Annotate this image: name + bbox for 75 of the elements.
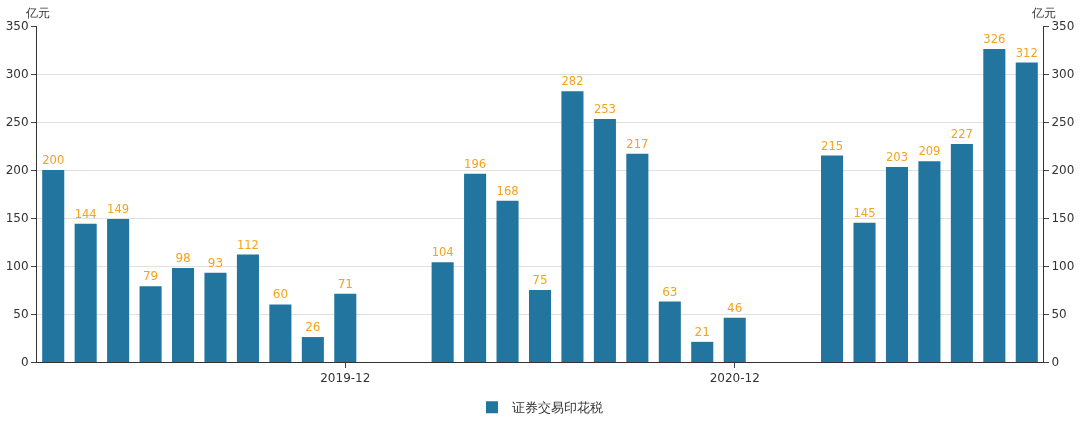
data-label: 227 (950, 127, 973, 142)
data-label: 196 (464, 156, 487, 171)
data-label: 168 (496, 183, 519, 198)
data-label: 144 (74, 206, 97, 221)
data-label: 63 (662, 284, 678, 299)
data-label: 209 (918, 144, 941, 159)
data-label: 46 (727, 300, 743, 315)
y2-tick-label: 0 (1051, 355, 1060, 370)
bar (983, 49, 1006, 362)
data-label: 21 (694, 324, 710, 339)
bar (593, 119, 616, 362)
data-label: 215 (821, 138, 844, 153)
data-label: 60 (272, 287, 289, 302)
y2-tick-label: 250 (1051, 115, 1075, 130)
bar (821, 155, 844, 362)
data-label: 282 (561, 74, 584, 89)
data-label: 149 (107, 202, 130, 217)
legend-label: 证券交易印花税 (512, 400, 603, 416)
data-label: 93 (207, 255, 224, 270)
bar (74, 223, 97, 362)
y-tick-label: 200 (5, 163, 29, 178)
y2-axis-title: 亿元 (1031, 6, 1056, 20)
y-tick-label: 50 (13, 307, 29, 322)
bar (658, 301, 681, 362)
y-axis-title: 亿元 (25, 6, 50, 20)
data-label: 217 (626, 136, 649, 151)
bar (950, 144, 973, 362)
bar (691, 341, 714, 362)
bar (561, 91, 584, 362)
bar (853, 222, 876, 362)
bar (431, 262, 454, 362)
bar (496, 200, 519, 362)
y-tick-label: 150 (5, 211, 29, 226)
bar (172, 267, 195, 362)
y-tick-label: 300 (5, 67, 29, 82)
bar (723, 317, 746, 362)
bar (1015, 62, 1038, 362)
bar (334, 293, 357, 362)
y2-tick-label: 300 (1051, 67, 1075, 82)
y-tick-label: 350 (5, 19, 29, 34)
bar (204, 272, 227, 362)
bar (626, 153, 649, 362)
bar (269, 304, 292, 362)
bar (885, 167, 908, 362)
y-tick-label: 100 (5, 259, 29, 274)
data-label: 326 (983, 32, 1006, 47)
bar (918, 161, 941, 362)
y2-tick-label: 150 (1051, 211, 1075, 226)
y-tick-label: 0 (20, 355, 29, 370)
bar (528, 290, 552, 362)
data-label: 26 (305, 320, 321, 335)
bar (464, 173, 487, 362)
data-label: 98 (175, 250, 191, 265)
data-label: 200 (42, 153, 65, 168)
data-label: 104 (431, 245, 454, 260)
bar (139, 286, 162, 362)
y2-tick-label: 200 (1051, 163, 1075, 178)
data-label: 112 (236, 237, 259, 252)
data-label: 253 (593, 102, 616, 117)
y-tick-label: 250 (5, 115, 29, 130)
data-label: 203 (885, 150, 908, 165)
y2-tick-label: 100 (1051, 259, 1075, 274)
bar (301, 337, 324, 362)
data-label: 145 (853, 205, 876, 220)
bar (42, 170, 65, 362)
data-label: 312 (1015, 45, 1038, 60)
bar (236, 254, 259, 362)
y2-tick-label: 350 (1051, 19, 1075, 34)
y2-tick-label: 50 (1051, 307, 1067, 322)
x-tick-label: 2019-12 (320, 371, 371, 386)
data-label: 75 (532, 273, 548, 287)
x-tick-label: 2020-12 (709, 371, 760, 386)
data-label: 79 (142, 269, 159, 284)
data-label: 71 (337, 276, 353, 291)
bar (107, 218, 130, 362)
